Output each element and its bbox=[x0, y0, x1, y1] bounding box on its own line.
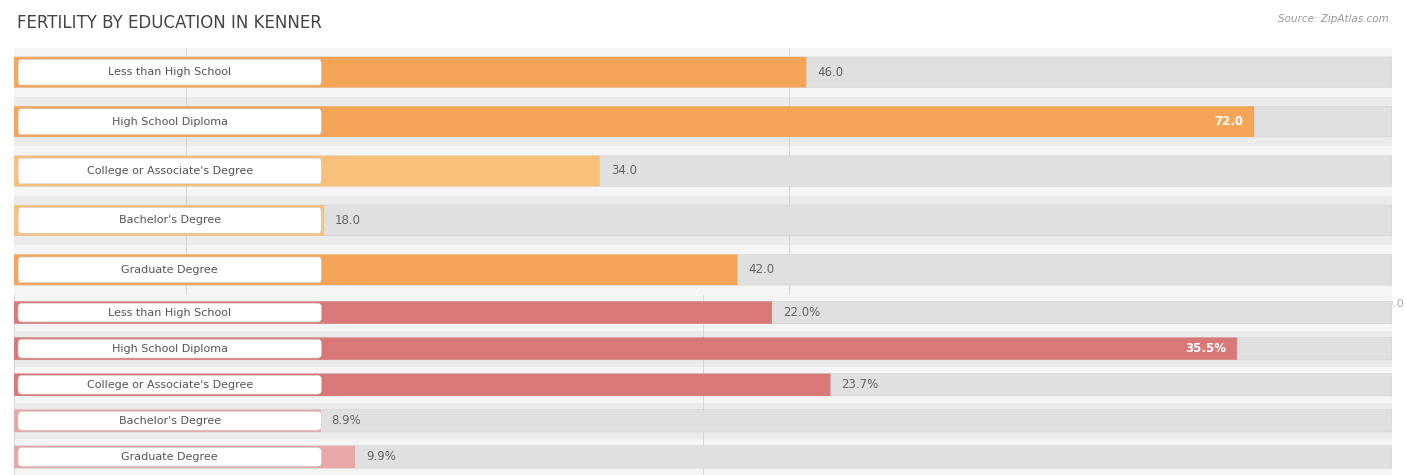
Text: 18.0: 18.0 bbox=[335, 214, 361, 227]
FancyBboxPatch shape bbox=[14, 196, 1392, 245]
FancyBboxPatch shape bbox=[18, 339, 322, 358]
FancyBboxPatch shape bbox=[14, 403, 1392, 439]
Text: Less than High School: Less than High School bbox=[108, 67, 232, 77]
Text: Bachelor's Degree: Bachelor's Degree bbox=[118, 215, 221, 226]
FancyBboxPatch shape bbox=[14, 245, 1392, 294]
FancyBboxPatch shape bbox=[14, 409, 1392, 432]
Text: 8.9%: 8.9% bbox=[332, 414, 361, 428]
FancyBboxPatch shape bbox=[14, 255, 738, 285]
FancyBboxPatch shape bbox=[14, 331, 1392, 367]
Text: 22.0%: 22.0% bbox=[783, 306, 820, 319]
Text: College or Associate's Degree: College or Associate's Degree bbox=[87, 380, 253, 390]
FancyBboxPatch shape bbox=[18, 411, 322, 430]
FancyBboxPatch shape bbox=[14, 205, 325, 236]
FancyBboxPatch shape bbox=[14, 337, 1237, 360]
Text: Bachelor's Degree: Bachelor's Degree bbox=[118, 416, 221, 426]
FancyBboxPatch shape bbox=[18, 109, 322, 134]
FancyBboxPatch shape bbox=[14, 255, 1392, 285]
FancyBboxPatch shape bbox=[18, 375, 322, 394]
FancyBboxPatch shape bbox=[14, 446, 1392, 468]
FancyBboxPatch shape bbox=[14, 156, 1392, 186]
FancyBboxPatch shape bbox=[14, 301, 1392, 324]
FancyBboxPatch shape bbox=[14, 146, 1392, 196]
FancyBboxPatch shape bbox=[18, 158, 322, 184]
FancyBboxPatch shape bbox=[18, 59, 322, 85]
FancyBboxPatch shape bbox=[14, 409, 321, 432]
FancyBboxPatch shape bbox=[18, 447, 322, 466]
Text: 35.5%: 35.5% bbox=[1185, 342, 1226, 355]
FancyBboxPatch shape bbox=[14, 367, 1392, 403]
Text: Graduate Degree: Graduate Degree bbox=[121, 452, 218, 462]
Text: FERTILITY BY EDUCATION IN KENNER: FERTILITY BY EDUCATION IN KENNER bbox=[17, 14, 322, 32]
FancyBboxPatch shape bbox=[18, 257, 322, 283]
Text: 72.0: 72.0 bbox=[1215, 115, 1243, 128]
Text: High School Diploma: High School Diploma bbox=[111, 116, 228, 127]
Text: 46.0: 46.0 bbox=[817, 66, 844, 79]
FancyBboxPatch shape bbox=[14, 48, 1392, 97]
FancyBboxPatch shape bbox=[14, 97, 1392, 146]
Text: College or Associate's Degree: College or Associate's Degree bbox=[87, 166, 253, 176]
FancyBboxPatch shape bbox=[14, 373, 1392, 396]
FancyBboxPatch shape bbox=[18, 208, 322, 233]
FancyBboxPatch shape bbox=[14, 446, 356, 468]
FancyBboxPatch shape bbox=[18, 303, 322, 322]
FancyBboxPatch shape bbox=[14, 439, 1392, 475]
FancyBboxPatch shape bbox=[14, 57, 807, 87]
FancyBboxPatch shape bbox=[14, 106, 1392, 137]
FancyBboxPatch shape bbox=[14, 301, 772, 324]
FancyBboxPatch shape bbox=[14, 294, 1392, 331]
Text: Graduate Degree: Graduate Degree bbox=[121, 265, 218, 275]
FancyBboxPatch shape bbox=[14, 373, 831, 396]
FancyBboxPatch shape bbox=[14, 57, 1392, 87]
FancyBboxPatch shape bbox=[14, 106, 1254, 137]
FancyBboxPatch shape bbox=[14, 205, 1392, 236]
Text: 23.7%: 23.7% bbox=[841, 378, 879, 391]
Text: 34.0: 34.0 bbox=[610, 164, 637, 178]
Text: High School Diploma: High School Diploma bbox=[111, 343, 228, 354]
Text: Source: ZipAtlas.com: Source: ZipAtlas.com bbox=[1278, 14, 1389, 24]
Text: Less than High School: Less than High School bbox=[108, 307, 232, 318]
FancyBboxPatch shape bbox=[14, 156, 599, 186]
Text: 42.0: 42.0 bbox=[748, 263, 775, 276]
FancyBboxPatch shape bbox=[14, 337, 1392, 360]
Text: 9.9%: 9.9% bbox=[366, 450, 396, 464]
